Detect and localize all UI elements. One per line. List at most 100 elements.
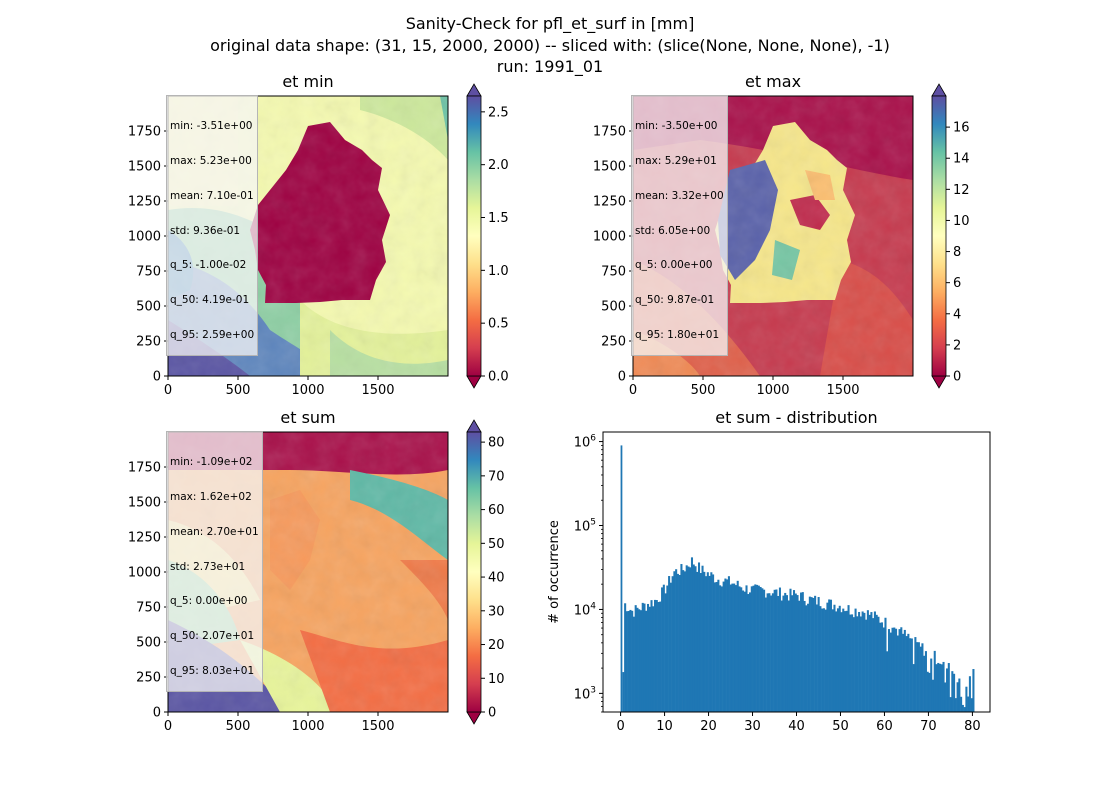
histogram-bar — [625, 611, 628, 712]
histogram-bar — [796, 595, 799, 712]
y-tick-label: 750 — [136, 601, 161, 616]
histogram-bar — [866, 610, 869, 712]
histogram-bar — [689, 567, 692, 712]
histogram-bar — [712, 574, 715, 712]
histogram-bar — [815, 604, 818, 712]
histogram-bar — [858, 611, 861, 712]
histogram-bar — [842, 608, 845, 712]
colorbar-tick-label: 70 — [488, 469, 505, 484]
histogram-bar — [756, 584, 759, 712]
histogram-bar — [675, 569, 678, 712]
hist-x-tick-label: 70 — [920, 719, 937, 734]
histogram-bar — [852, 617, 855, 712]
histogram-bar — [648, 606, 651, 712]
histogram-bar — [895, 628, 898, 712]
histogram-bar — [926, 671, 929, 712]
y-tick-label: 1250 — [593, 195, 626, 210]
histogram-bar — [624, 603, 627, 712]
colorbar-extend-min — [931, 375, 947, 389]
histogram-bar — [694, 566, 697, 712]
stat-line: q_5: 0.00e+00 — [635, 259, 713, 272]
colorbar-tick-label: 0.5 — [488, 317, 509, 332]
histogram-bar — [710, 572, 713, 712]
histogram-bar — [882, 627, 885, 712]
x-tick-label: 1000 — [291, 719, 324, 734]
histogram-bar — [754, 584, 757, 712]
colorbar-extend-min — [466, 375, 482, 389]
histogram-bar — [654, 599, 657, 712]
histogram-bar — [921, 643, 924, 712]
y-tick-label: 1500 — [128, 160, 161, 175]
x-tick-label: 1000 — [756, 383, 789, 398]
histogram-bar — [958, 678, 961, 712]
colorbar-tick-label: 2 — [953, 338, 961, 353]
histogram-bar — [770, 595, 773, 712]
histogram-bar — [792, 590, 796, 712]
histogram-bar — [662, 584, 665, 712]
histogram-bar — [791, 595, 794, 712]
histogram-bar — [631, 610, 634, 712]
hist-x-tick-label: 30 — [744, 719, 761, 734]
y-tick-label: 500 — [601, 300, 626, 315]
histogram-bar — [937, 662, 940, 712]
histogram-bar — [819, 606, 822, 712]
figure-title-line-1: Sanity-Check for pfl_et_surf in [mm] — [405, 14, 695, 33]
histogram-bar — [889, 632, 892, 712]
x-tick-label: 0 — [164, 719, 172, 734]
y-tick-label: 1750 — [128, 125, 161, 140]
stat-line: q_95: 2.59e+00 — [170, 328, 255, 341]
histogram-bar — [634, 605, 637, 712]
y-tick-label: 0 — [153, 370, 161, 385]
histogram-bar — [741, 590, 745, 712]
histogram-bar — [701, 565, 704, 712]
histogram-bar — [851, 614, 854, 712]
histogram-bar — [824, 609, 827, 712]
histogram-bar — [703, 571, 706, 712]
histogram-bar — [810, 597, 813, 712]
stat-line: std: 2.73e+01 — [170, 560, 246, 573]
histogram-bar — [771, 593, 774, 712]
stat-line: q_50: 4.19e-01 — [170, 294, 250, 307]
histogram-bar — [960, 696, 963, 712]
histogram-bar — [650, 600, 653, 712]
histogram-bar — [840, 612, 843, 712]
colorbar-extend-max — [466, 419, 482, 433]
colorbar-extend-min — [466, 711, 482, 725]
histogram-bar — [859, 616, 862, 712]
histogram-bar — [847, 605, 850, 712]
stat-line: q_95: 8.03e+01 — [170, 664, 255, 677]
y-tick-label: 1500 — [128, 496, 161, 511]
histogram-bar — [928, 672, 931, 712]
stat-line: max: 5.29e+01 — [635, 154, 717, 167]
histogram-bar — [734, 585, 737, 712]
figure-title-line-3: run: 1991_01 — [496, 57, 604, 76]
stat-line: min: -3.51e+00 — [170, 120, 253, 133]
histogram-bar — [877, 616, 880, 712]
histogram-bar — [782, 595, 785, 712]
histogram-bar — [919, 646, 922, 712]
histogram-bar — [692, 564, 695, 712]
histogram-bar — [968, 676, 971, 712]
x-tick-label: 1500 — [826, 383, 859, 398]
histogram-bar — [720, 586, 723, 712]
histogram-bar — [661, 587, 664, 712]
histogram-bar — [935, 664, 938, 712]
histogram-bar — [933, 650, 936, 712]
histogram-bar — [708, 575, 711, 712]
histogram-bar — [687, 566, 690, 712]
histogram-bar — [907, 633, 910, 712]
histogram-bar — [632, 616, 635, 712]
histogram-bar — [836, 608, 840, 712]
histogram-bar — [778, 587, 781, 712]
histogram-bar — [743, 591, 746, 712]
histogram-bar — [856, 616, 859, 712]
histogram-bar — [757, 585, 760, 712]
stat-line: min: -3.50e+00 — [635, 120, 718, 133]
histogram-bar — [803, 600, 806, 712]
histogram-bar — [835, 611, 838, 712]
histogram-bar — [910, 638, 913, 712]
histogram-bar — [972, 669, 975, 712]
y-tick-label: 1250 — [128, 195, 161, 210]
histogram-bar — [641, 602, 644, 712]
